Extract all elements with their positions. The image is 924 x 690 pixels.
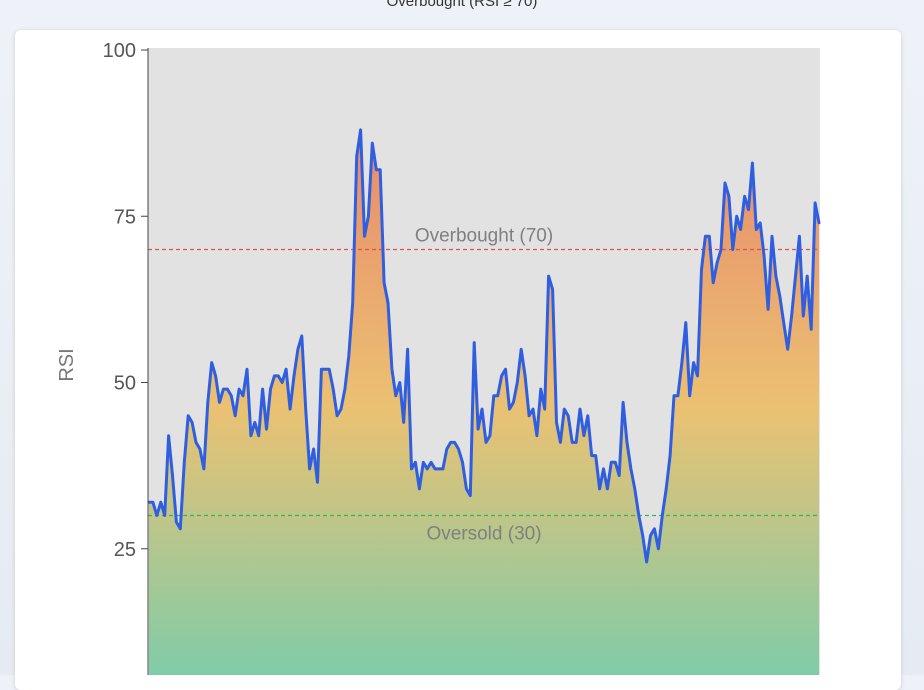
threshold-label-30: Oversold (30) — [426, 524, 541, 545]
chart-caption: Overbought (RSI ≥ 70) — [386, 0, 538, 10]
rsi-line — [147, 128, 821, 564]
y-axis-label: RSI — [56, 348, 78, 381]
y-tick-label: 100 — [103, 40, 136, 62]
y-tick-label: 75 — [114, 206, 136, 228]
y-tick-label: 25 — [114, 539, 136, 561]
rsi-chart: Overbought (70) Oversold (30) 25 50 75 100 RSI — [56, 40, 821, 675]
y-tick-label: 50 — [114, 373, 136, 395]
threshold-label-70: Overbought (70) — [415, 226, 553, 247]
